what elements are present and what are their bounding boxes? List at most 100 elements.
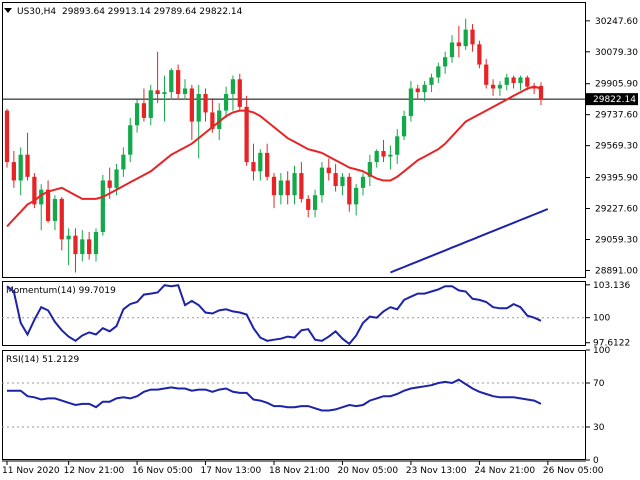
rsi-title: RSI(14) 51.2129 <box>6 355 79 365</box>
candle-down <box>11 162 16 181</box>
candle-down <box>484 64 489 85</box>
rsi-y-tick-label: 70 <box>593 379 605 389</box>
x-tick-label: 17 Nov 13:00 <box>201 466 262 476</box>
candle-up <box>258 152 263 172</box>
candle-up <box>292 173 297 196</box>
candle-up <box>134 103 140 126</box>
candle-up <box>518 77 523 83</box>
candle-down <box>456 42 461 47</box>
candle-down <box>73 235 78 255</box>
x-tick-label: 11 Nov 2020 <box>2 466 60 476</box>
momentum-y-tick-label: 97.6122 <box>593 339 630 349</box>
rsi-y-tick-label: 100 <box>593 346 610 356</box>
candle-down <box>525 77 530 87</box>
price-y-tick-label: 29905.90 <box>595 80 638 90</box>
candle-down <box>299 173 304 199</box>
candle-up <box>395 136 400 155</box>
candle-down <box>347 176 352 205</box>
momentum-y-tick-label: 100 <box>593 314 610 324</box>
momentum-panel: Momentum(14) 99.7019 103.136 100 97.6122 <box>2 281 630 349</box>
candle-down <box>45 189 51 221</box>
price-y-tick-label: 30079.30 <box>595 48 638 58</box>
candle-up <box>463 29 468 47</box>
candle-up <box>278 180 283 196</box>
ohlc-header: 29893.64 29913.14 29789.64 29822.14 <box>62 7 243 17</box>
candle-down <box>32 176 37 205</box>
candle-up <box>223 94 229 111</box>
candle-up <box>128 125 133 155</box>
candle-down <box>415 88 420 93</box>
candle-up <box>196 94 201 122</box>
candle-up <box>422 84 427 93</box>
candle-up <box>408 88 414 117</box>
price-y-tick-label: 28891.00 <box>595 266 638 276</box>
candle-up <box>360 176 366 188</box>
price-y-tick-label: 29227.60 <box>595 205 638 215</box>
x-tick-label: 20 Nov 05:00 <box>337 466 398 476</box>
candle-down <box>265 152 270 177</box>
panel-frames <box>2 2 586 460</box>
candle-up <box>230 79 236 94</box>
candle-down <box>251 162 256 172</box>
candle-up <box>497 84 503 89</box>
rsi-line <box>7 378 542 412</box>
candle-down <box>470 29 475 45</box>
price-y-tick-label: 29059.30 <box>595 235 638 245</box>
candle-down <box>25 154 30 177</box>
candle-up <box>367 162 372 177</box>
candle-down <box>271 176 277 196</box>
x-tick-label: 24 Nov 21:00 <box>474 466 535 476</box>
moving-average-slow-line <box>390 208 549 274</box>
candle-down <box>87 239 92 255</box>
symbol-label: US30,H4 <box>17 7 56 17</box>
candle-up <box>504 77 509 85</box>
candle-down <box>333 173 338 186</box>
candle-up <box>429 77 434 85</box>
candle-up <box>121 154 126 170</box>
candle-up <box>66 235 71 240</box>
candle-down <box>381 151 386 157</box>
candle-down <box>326 167 331 174</box>
rsi-y-tick-label: 0 <box>593 456 599 466</box>
candle-up <box>52 198 58 221</box>
x-tick-label: 16 Nov 05:00 <box>132 466 193 476</box>
x-tick-label: 12 Nov 21:00 <box>64 466 125 476</box>
candle-up <box>114 169 119 188</box>
rsi-panel: RSI(14) 51.2129 100 70 30 0 <box>2 346 610 466</box>
candle-down <box>203 94 208 113</box>
current-price-box <box>586 93 638 106</box>
candle-down <box>538 85 544 100</box>
x-axis: 11 Nov 2020 12 Nov 21:00 16 Nov 05:00 17 No… <box>2 460 604 476</box>
candle-up <box>436 66 441 78</box>
moving-average-fast-line <box>6 85 542 228</box>
candle-up <box>374 151 379 163</box>
candle-down <box>490 84 496 89</box>
candle-up <box>148 90 153 118</box>
candle-down <box>59 198 64 240</box>
candle-up <box>340 176 345 186</box>
candle-down <box>511 77 516 83</box>
x-tick-label: 23 Nov 13:00 <box>406 466 467 476</box>
price-frame <box>2 2 586 278</box>
price-panel: US30,H4 29893.64 29913.14 29789.64 29822… <box>2 7 638 276</box>
x-tick-label: 26 Nov 05:00 <box>543 466 604 476</box>
candle-up <box>401 116 407 137</box>
momentum-frame <box>2 281 586 346</box>
price-y-tick-label: 30247.60 <box>595 17 638 27</box>
candle-up <box>18 154 23 181</box>
price-y-tick-label: 29737.60 <box>595 111 638 121</box>
collapse-triangle-icon[interactable] <box>4 8 12 13</box>
candle-up <box>449 42 455 58</box>
candle-up <box>443 57 448 67</box>
rsi-y-tick-label: 30 <box>593 423 605 433</box>
candle-down <box>189 88 194 122</box>
candle-up <box>39 189 44 205</box>
rsi-frame <box>2 350 586 460</box>
candle-up <box>100 180 105 232</box>
current-price-label: 29822.14 <box>593 95 636 105</box>
candle-down <box>107 180 112 188</box>
candle-down <box>237 79 242 107</box>
candle-down <box>141 103 147 118</box>
momentum-title: Momentum(14) 99.7019 <box>6 286 116 296</box>
